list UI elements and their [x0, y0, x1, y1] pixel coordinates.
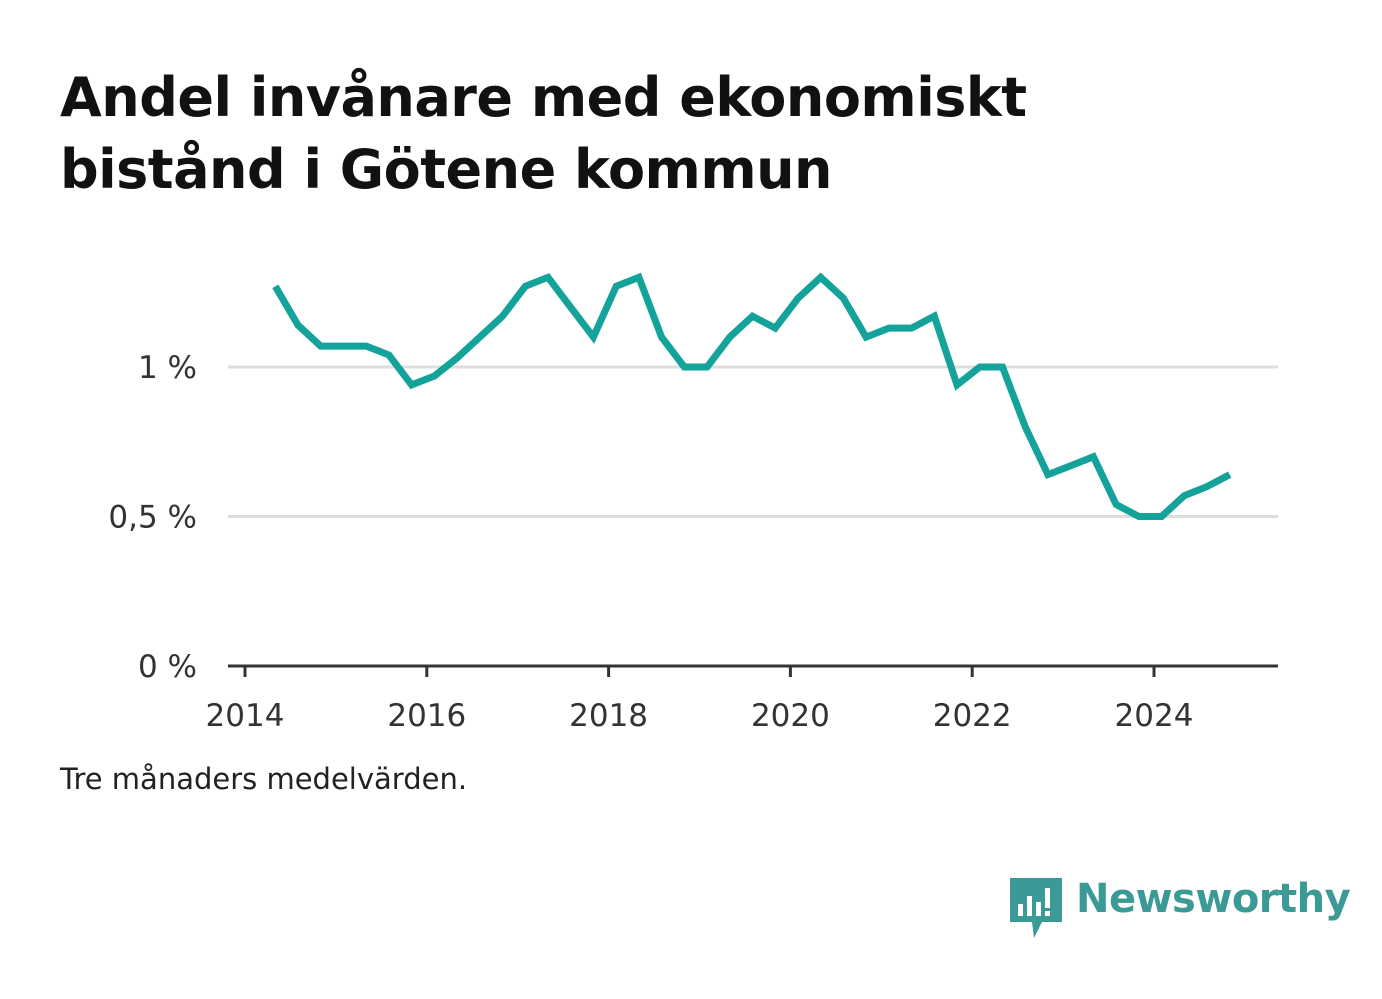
data-point — [1226, 471, 1233, 478]
data-point — [385, 352, 392, 359]
data-point — [272, 283, 279, 290]
data-point — [726, 334, 733, 341]
data-point — [1204, 483, 1211, 490]
gridlines — [228, 365, 1278, 518]
data-point — [704, 364, 711, 371]
brand-name: Newsworthy — [1076, 876, 1351, 922]
data-point — [976, 364, 983, 371]
x-tick-label: 2018 — [569, 698, 648, 734]
y-tick-label: 1 % — [138, 350, 197, 386]
data-point — [522, 283, 529, 290]
x-tick-label: 2024 — [1115, 698, 1194, 734]
y-tick-label: 0 % — [138, 649, 197, 685]
data-point — [363, 343, 370, 350]
data-point — [999, 364, 1006, 371]
data-point — [476, 334, 483, 341]
data-point — [908, 325, 915, 332]
newsworthy-logo-icon — [1010, 878, 1062, 938]
data-point — [1022, 423, 1029, 430]
data-point — [340, 343, 347, 350]
data-point — [931, 313, 938, 320]
data-point — [1158, 513, 1165, 520]
y-tick-label: 0,5 % — [108, 500, 197, 536]
data-point — [408, 381, 415, 388]
data-point — [795, 295, 802, 302]
data-point — [499, 313, 506, 320]
data-point — [1135, 513, 1142, 520]
data-point — [840, 295, 847, 302]
x-axis-labels: 2014 2016 2018 2020 2022 2024 — [206, 698, 1194, 734]
data-point — [295, 322, 302, 329]
data-point — [613, 283, 620, 290]
x-tick-label: 2022 — [933, 698, 1012, 734]
data-point — [567, 304, 574, 311]
data-point — [590, 334, 597, 341]
data-point — [885, 325, 892, 332]
data-point — [454, 355, 461, 362]
data-point — [817, 274, 824, 281]
data-point — [954, 381, 961, 388]
data-point — [545, 274, 552, 281]
y-axis-labels: 0 % 0,5 % 1 % — [108, 350, 197, 685]
data-point — [681, 364, 688, 371]
data-point — [635, 274, 642, 281]
data-point — [863, 334, 870, 341]
x-tick-label: 2020 — [751, 698, 830, 734]
series — [272, 272, 1233, 520]
chart-title: Andel invånare med ekonomiskt bistånd i … — [60, 66, 1027, 201]
data-point — [749, 313, 756, 320]
x-tick-label: 2016 — [387, 698, 466, 734]
footnote: Tre månaders medelvärden. — [60, 762, 468, 796]
x-axis — [228, 664, 1278, 677]
data-point — [431, 373, 438, 380]
series-line — [272, 272, 1232, 520]
data-point — [317, 343, 324, 350]
brand: Newsworthy — [1010, 876, 1351, 942]
data-point — [1181, 492, 1188, 499]
data-point — [772, 325, 779, 332]
x-tick-label: 2014 — [206, 698, 285, 734]
data-point — [1067, 462, 1074, 469]
data-point — [1113, 501, 1120, 508]
data-point — [658, 334, 665, 341]
data-point — [1090, 453, 1097, 460]
data-point — [1044, 471, 1051, 478]
